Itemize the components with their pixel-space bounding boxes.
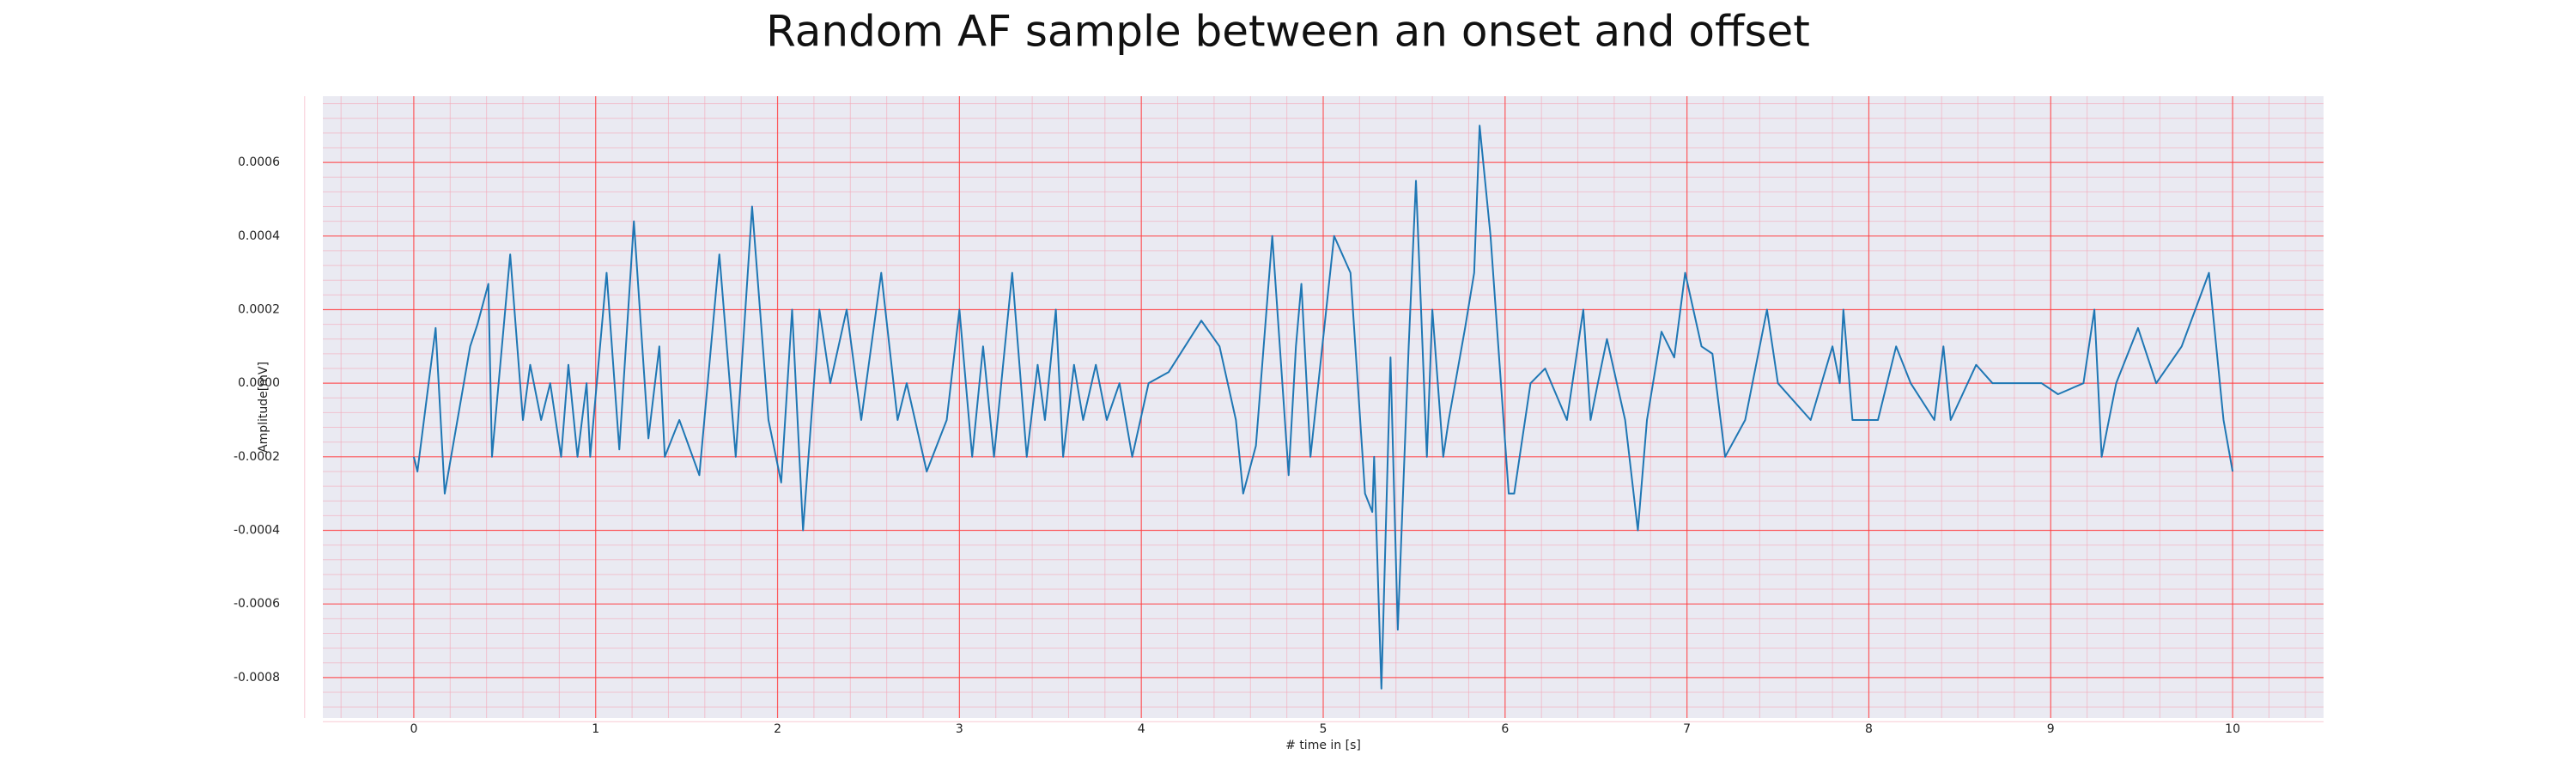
y-tick-label: -0.0004 <box>234 524 280 538</box>
marks <box>412 125 2234 690</box>
y-tick-label: -0.0006 <box>234 597 280 611</box>
x-tick-label: 0 <box>410 722 417 736</box>
x-tick-label: 8 <box>1865 722 1873 736</box>
x-axis-label: # time in [s] <box>1285 739 1361 752</box>
data-line <box>412 125 2234 690</box>
x-tick-label: 9 <box>2047 722 2055 736</box>
y-tick-label: 0.0004 <box>238 229 280 243</box>
x-tick-label: 10 <box>2225 722 2240 736</box>
grid <box>304 96 2324 722</box>
x-tick-label: 3 <box>956 722 963 736</box>
x-tick-label: 7 <box>1683 722 1691 736</box>
x-tick-label: 5 <box>1320 722 1327 736</box>
x-tick-label: 1 <box>592 722 599 736</box>
y-tick-label: 0.0002 <box>238 302 280 316</box>
x-tick-label: 2 <box>774 722 781 736</box>
y-tick-label: 0.0000 <box>238 376 280 390</box>
y-tick-label: 0.0006 <box>238 155 280 169</box>
x-tick-label: 6 <box>1501 722 1509 736</box>
y-tick-label: -0.0008 <box>234 671 280 685</box>
y-axis-label: Amplitude[mV] <box>257 362 270 453</box>
chart-title: Random AF sample between an onset and of… <box>766 7 1810 57</box>
y-tick-label: -0.0002 <box>234 450 280 464</box>
x-tick-label: 4 <box>1138 722 1145 736</box>
